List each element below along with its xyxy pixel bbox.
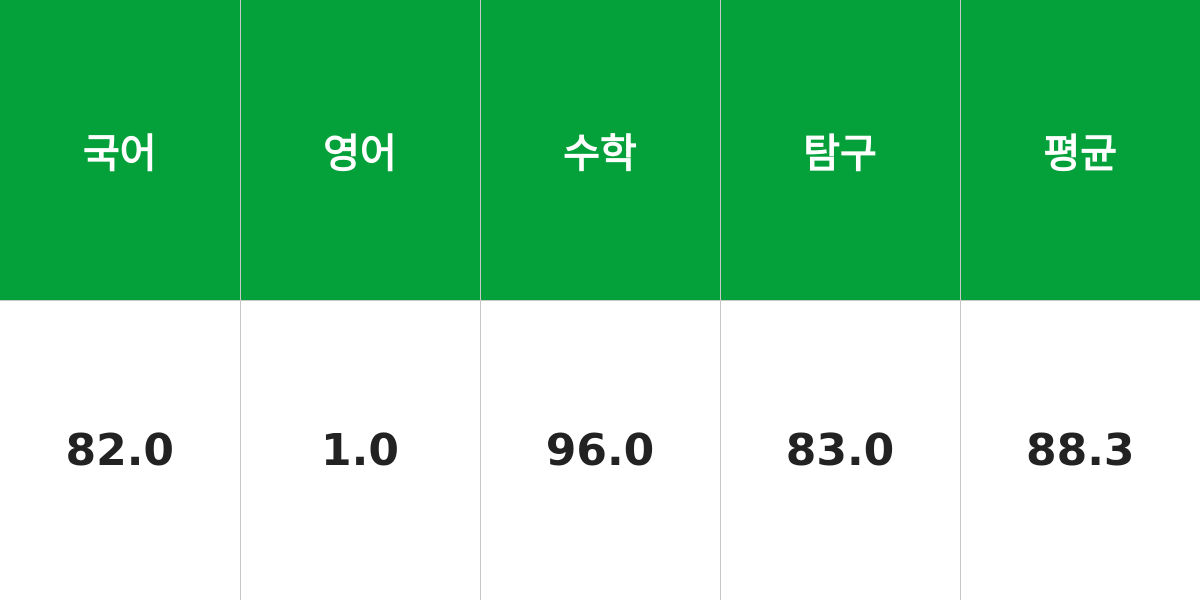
value-inquiry: 83.0 xyxy=(719,299,961,600)
value-math: 96.0 xyxy=(479,299,721,600)
header-korean: 국어 xyxy=(0,0,241,301)
value-average: 88.3 xyxy=(959,299,1200,600)
header-english: 영어 xyxy=(239,0,481,301)
header-inquiry: 탐구 xyxy=(719,0,961,301)
value-korean: 82.0 xyxy=(0,299,241,600)
header-math: 수학 xyxy=(479,0,721,301)
header-row: 국어 영어 수학 탐구 평균 xyxy=(0,0,1200,301)
header-average: 평균 xyxy=(959,0,1200,301)
value-english: 1.0 xyxy=(239,299,481,600)
value-row: 82.0 1.0 96.0 83.0 88.3 xyxy=(0,299,1200,600)
